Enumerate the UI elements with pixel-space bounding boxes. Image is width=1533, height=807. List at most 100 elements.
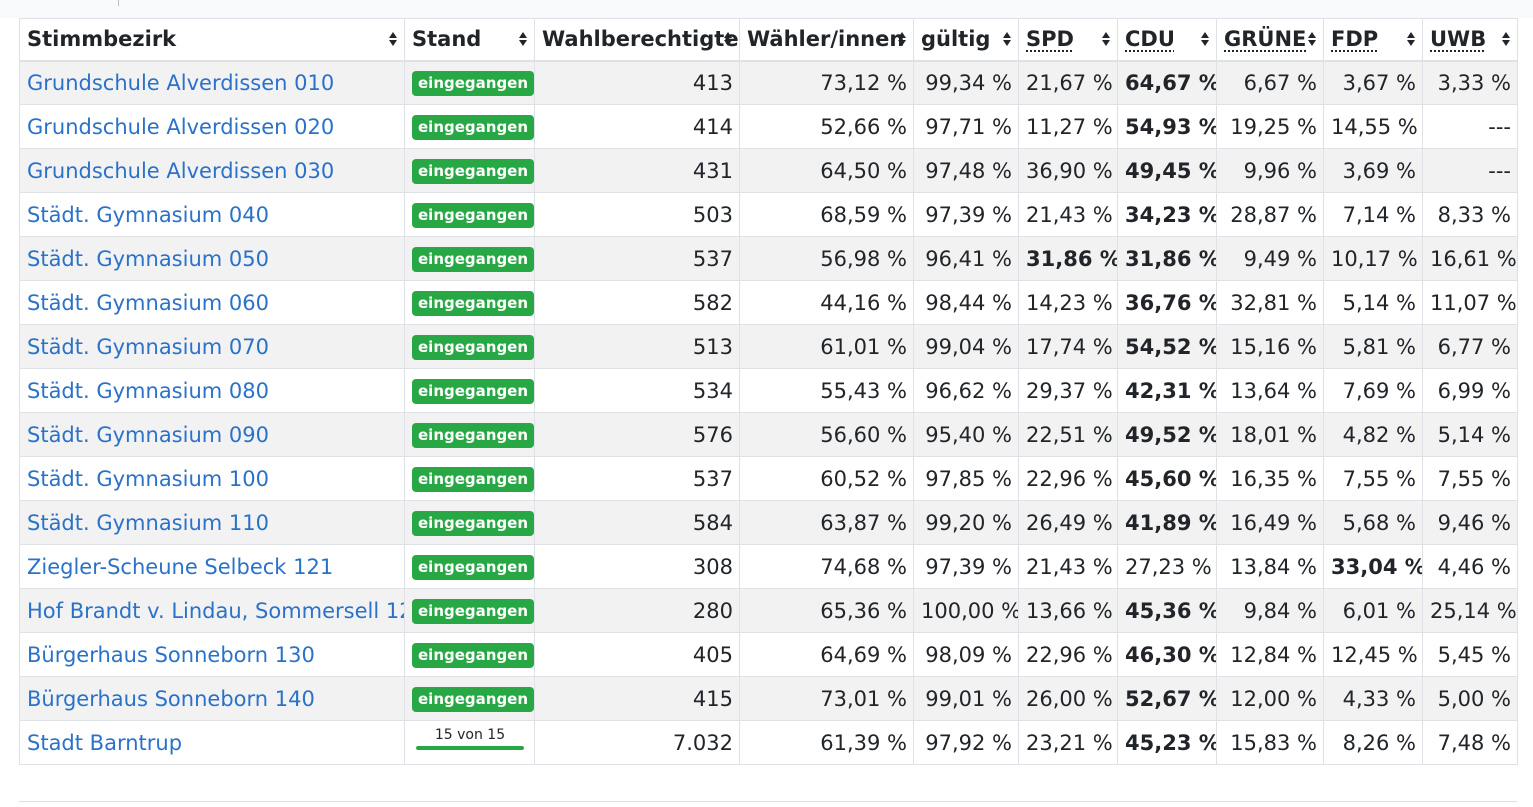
- spd-cell: 29,37 %: [1018, 368, 1118, 413]
- valid-cell: 96,41 %: [913, 236, 1019, 281]
- district-link[interactable]: Städt. Gymnasium 040: [27, 202, 269, 227]
- table-row: Städt. Gymnasium 080 eingegangen 534 55,43 …: [19, 368, 1518, 413]
- voters-cell: 64,69 %: [739, 632, 914, 677]
- eligible-cell: 415: [534, 676, 740, 721]
- status-badge: eingegangen: [412, 643, 534, 668]
- sort-icon[interactable]: [1308, 32, 1316, 47]
- table-row: Städt. Gymnasium 070 eingegangen 513 61,01 …: [19, 324, 1518, 369]
- valid-cell: 99,34 %: [913, 60, 1019, 105]
- sort-icon[interactable]: [724, 32, 732, 47]
- eligible-cell: 537: [534, 236, 740, 281]
- voters-cell: 56,60 %: [739, 412, 914, 457]
- valid-cell: 97,92 %: [913, 720, 1019, 765]
- table-header: Stimmbezirk Stand Wahlberechtigte Wähler/in…: [19, 18, 1518, 62]
- district-link[interactable]: Städt. Gymnasium 110: [27, 510, 269, 535]
- district-cell: Bürgerhaus Sonneborn 140: [19, 676, 405, 721]
- voters-cell: 65,36 %: [739, 588, 914, 633]
- district-cell: Städt. Gymnasium 060: [19, 280, 405, 325]
- status-cell: eingegangen: [404, 104, 535, 149]
- spd-cell: 14,23 %: [1018, 280, 1118, 325]
- district-link[interactable]: Städt. Gymnasium 060: [27, 290, 269, 315]
- status-badge: eingegangen: [412, 159, 534, 184]
- spd-cell: 36,90 %: [1018, 148, 1118, 193]
- cdu-cell: 54,93 %: [1117, 104, 1217, 149]
- spd-cell: 21,43 %: [1018, 192, 1118, 237]
- district-link[interactable]: Städt. Gymnasium 080: [27, 378, 269, 403]
- cdu-cell: 45,60 %: [1117, 456, 1217, 501]
- sort-icon[interactable]: [898, 32, 906, 47]
- sort-icon[interactable]: [1102, 32, 1110, 47]
- status-badge: eingegangen: [412, 599, 534, 624]
- voters-cell: 56,98 %: [739, 236, 914, 281]
- sort-icon[interactable]: [1407, 32, 1415, 47]
- table-row: Städt. Gymnasium 040 eingegangen 503 68,59 …: [19, 192, 1518, 237]
- uwb-cell: 8,33 %: [1422, 192, 1518, 237]
- gruene-cell: 16,35 %: [1216, 456, 1324, 501]
- district-link[interactable]: Bürgerhaus Sonneborn 130: [27, 642, 315, 667]
- column-header-gruene[interactable]: GRÜNE: [1216, 18, 1324, 62]
- column-header-fdp[interactable]: FDP: [1323, 18, 1423, 62]
- district-link[interactable]: Grundschule Alverdissen 010: [27, 70, 335, 95]
- status-cell: eingegangen: [404, 192, 535, 237]
- valid-cell: 95,40 %: [913, 412, 1019, 457]
- cdu-cell: 52,67 %: [1117, 676, 1217, 721]
- column-header-label: Stand: [412, 27, 482, 52]
- cdu-cell: 45,23 %: [1117, 720, 1217, 765]
- valid-cell: 98,09 %: [913, 632, 1019, 677]
- district-link[interactable]: Grundschule Alverdissen 020: [27, 114, 335, 139]
- district-link[interactable]: Städt. Gymnasium 050: [27, 246, 269, 271]
- fdp-cell: 3,67 %: [1323, 60, 1423, 105]
- column-header-gueltig[interactable]: gültig: [913, 18, 1019, 62]
- gruene-cell: 28,87 %: [1216, 192, 1324, 237]
- status-cell: eingegangen: [404, 456, 535, 501]
- uwb-cell: 7,48 %: [1422, 720, 1518, 765]
- district-cell: Ziegler-Scheune Selbeck 121: [19, 544, 405, 589]
- sort-icon[interactable]: [1003, 32, 1011, 47]
- status-badge: eingegangen: [412, 687, 534, 712]
- column-header-uwb[interactable]: UWB: [1422, 18, 1518, 62]
- voters-cell: 52,66 %: [739, 104, 914, 149]
- district-cell: Städt. Gymnasium 100: [19, 456, 405, 501]
- gruene-cell: 18,01 %: [1216, 412, 1324, 457]
- cdu-cell: 34,23 %: [1117, 192, 1217, 237]
- sort-icon[interactable]: [1502, 32, 1510, 47]
- spd-cell: 26,00 %: [1018, 676, 1118, 721]
- district-link[interactable]: Städt. Gymnasium 070: [27, 334, 269, 359]
- status-badge: eingegangen: [412, 423, 534, 448]
- district-link[interactable]: Stadt Barntrup: [27, 730, 183, 755]
- status-badge: eingegangen: [412, 71, 534, 97]
- uwb-cell: 11,07 %: [1422, 280, 1518, 325]
- uwb-cell: 3,33 %: [1422, 60, 1518, 105]
- column-header-waehler[interactable]: Wähler/innen: [739, 18, 914, 62]
- valid-cell: 99,01 %: [913, 676, 1019, 721]
- column-header-stand[interactable]: Stand: [404, 18, 535, 62]
- column-header-wahlberechtigte[interactable]: Wahlberechtigte: [534, 18, 740, 62]
- district-cell: Bürgerhaus Sonneborn 130: [19, 632, 405, 677]
- sort-icon[interactable]: [519, 32, 527, 47]
- status-badge: eingegangen: [412, 247, 534, 272]
- district-link[interactable]: Grundschule Alverdissen 030: [27, 158, 335, 183]
- district-link[interactable]: Ziegler-Scheune Selbeck 121: [27, 554, 334, 579]
- column-header-stimmbezirk[interactable]: Stimmbezirk: [19, 18, 405, 62]
- status-cell: eingegangen: [404, 412, 535, 457]
- column-header-spd[interactable]: SPD: [1018, 18, 1118, 62]
- valid-cell: 99,04 %: [913, 324, 1019, 369]
- eligible-cell: 280: [534, 588, 740, 633]
- district-link[interactable]: Hof Brandt v. Lindau, Sommersell 122: [27, 598, 405, 623]
- sort-icon[interactable]: [1201, 32, 1209, 47]
- district-link[interactable]: Städt. Gymnasium 090: [27, 422, 269, 447]
- status-cell: eingegangen: [404, 280, 535, 325]
- voters-cell: 73,01 %: [739, 676, 914, 721]
- column-header-cdu[interactable]: CDU: [1117, 18, 1217, 62]
- district-link[interactable]: Bürgerhaus Sonneborn 140: [27, 686, 315, 711]
- status-badge: eingegangen: [412, 335, 534, 360]
- sort-icon[interactable]: [389, 32, 397, 47]
- valid-cell: 97,48 %: [913, 148, 1019, 193]
- eligible-cell: 584: [534, 500, 740, 545]
- district-link[interactable]: Städt. Gymnasium 100: [27, 466, 269, 491]
- uwb-cell: 5,14 %: [1422, 412, 1518, 457]
- progress-label: 15 von 15: [434, 726, 506, 743]
- valid-cell: 97,85 %: [913, 456, 1019, 501]
- spd-cell: 31,86 %: [1018, 236, 1118, 281]
- voters-cell: 73,12 %: [739, 60, 914, 105]
